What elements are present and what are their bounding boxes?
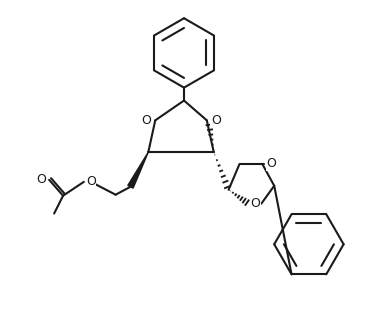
- Text: O: O: [86, 175, 96, 188]
- Text: O: O: [251, 197, 260, 210]
- Polygon shape: [128, 152, 148, 188]
- Text: O: O: [36, 173, 46, 186]
- Text: O: O: [141, 114, 151, 127]
- Text: O: O: [266, 157, 276, 170]
- Text: O: O: [211, 114, 221, 127]
